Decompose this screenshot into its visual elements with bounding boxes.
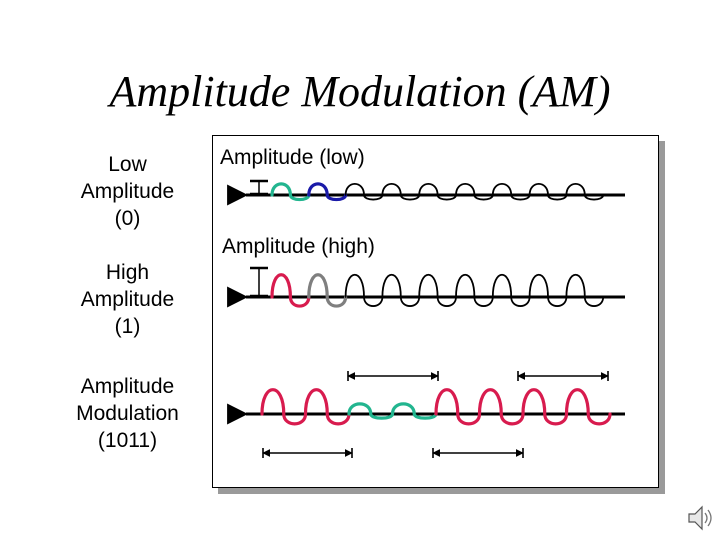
high-amplitude-caption: Amplitude (high) <box>222 235 375 258</box>
speaker-icon[interactable] <box>686 503 716 533</box>
high-amplitude-wave <box>270 273 605 308</box>
modulated-wave-segment <box>347 402 438 420</box>
modulated-wave-segment <box>434 388 525 426</box>
high-wave-segment <box>270 273 311 308</box>
high-wave-segment <box>307 273 348 308</box>
modulated-wave-segment <box>521 388 612 426</box>
high-amplitude-label: High Amplitude (1) <box>80 261 175 338</box>
page-title: Amplitude Modulation (AM) <box>109 67 611 116</box>
low-wave-segment <box>307 182 348 202</box>
amplitude-modulation-label: Amplitude Modulation (1011) <box>76 375 179 452</box>
signal-axes <box>227 179 625 425</box>
high-wave-segment <box>344 274 605 307</box>
low-wave-segment <box>270 182 311 202</box>
low-amplitude-label: Low Amplitude (0) <box>80 153 175 230</box>
modulated-wave <box>260 388 612 426</box>
low-wave-segment <box>344 182 605 201</box>
low-amplitude-wave <box>270 182 605 202</box>
modulated-wave-segment <box>260 388 351 426</box>
period-markers <box>262 371 609 458</box>
low-amplitude-caption: Amplitude (low) <box>220 146 365 169</box>
